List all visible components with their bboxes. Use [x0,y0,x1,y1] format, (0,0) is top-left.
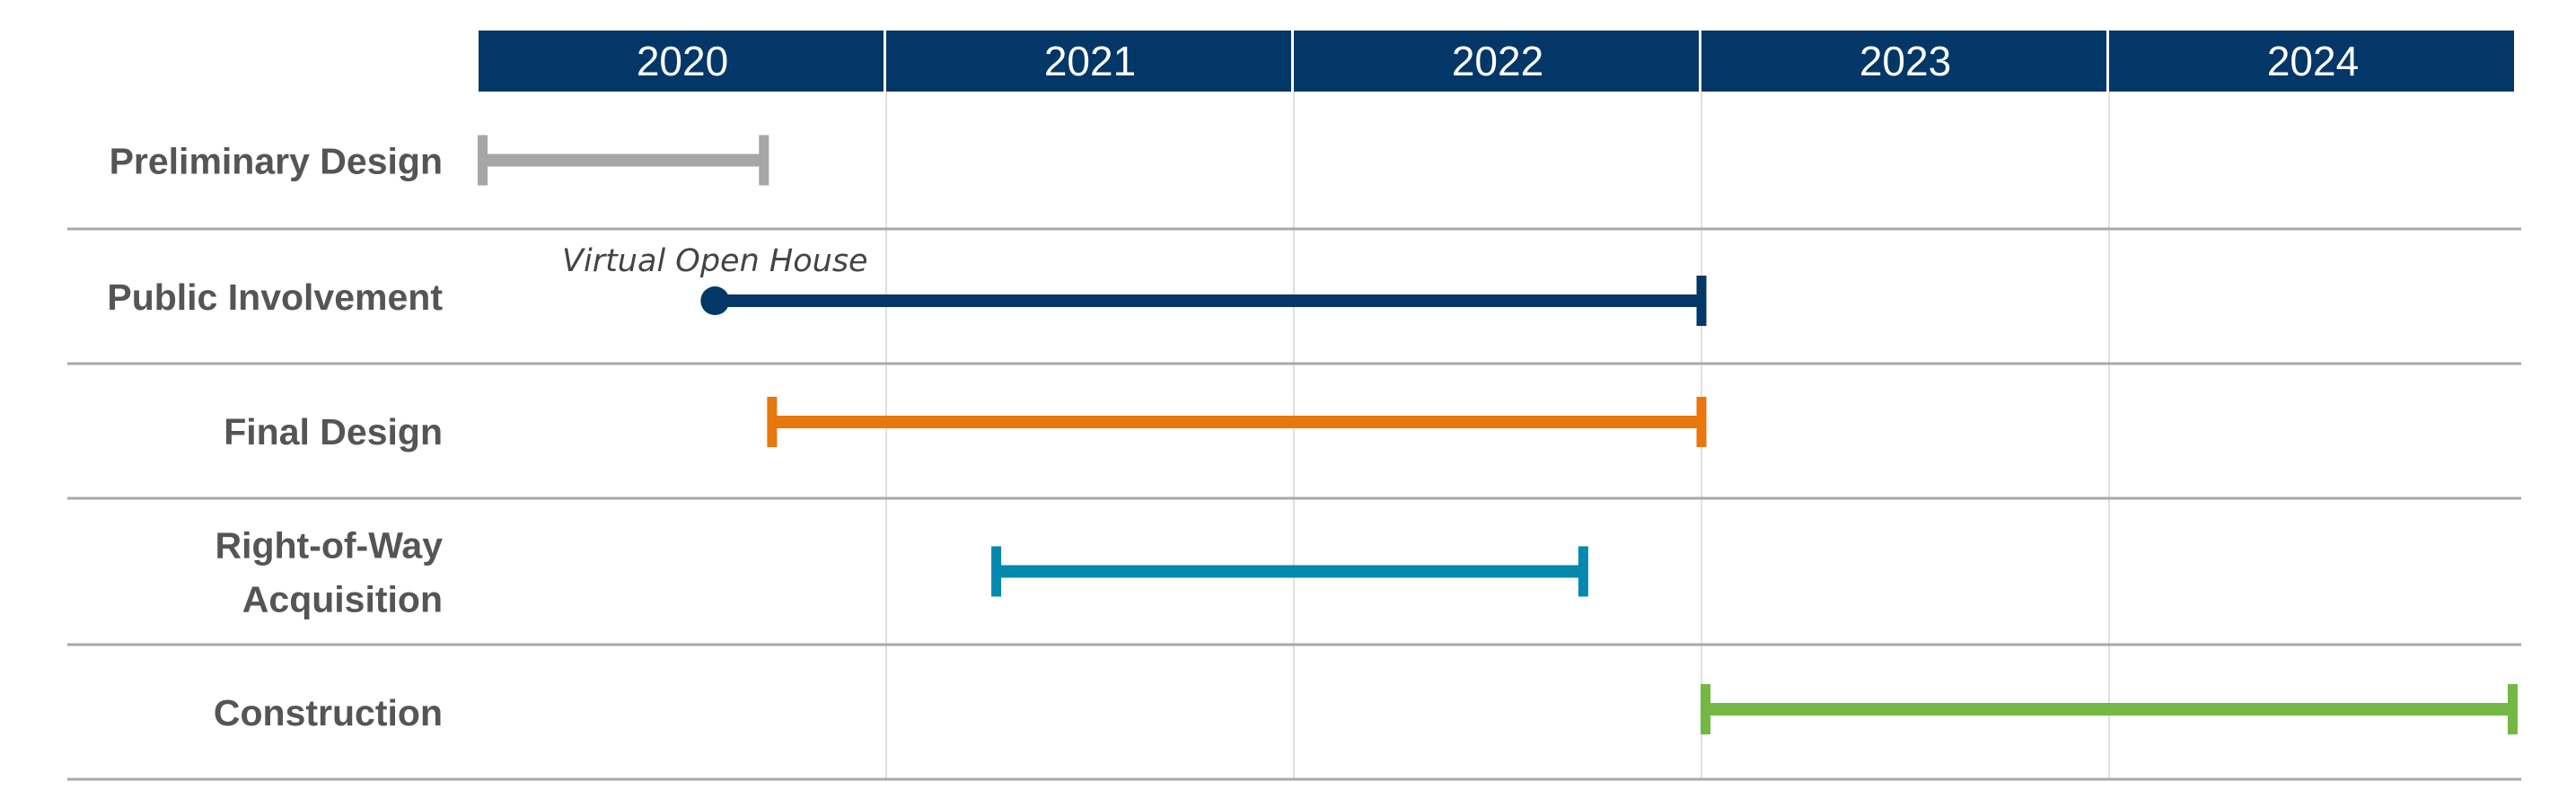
year-tick-label: 2021 [1044,38,1136,84]
task-label: Acquisition [242,579,443,620]
task-label: Right-of-Way [215,525,443,566]
task-rows: Preliminary Design Public Involvement Virt… [107,135,2518,734]
year-tick-label: 2020 [637,38,728,84]
year-header-cell-2021 [886,31,1291,92]
year-tick-label: 2023 [1859,38,1951,84]
year-tick-label: 2022 [1452,38,1543,84]
grid-lines [67,92,2521,781]
task-row: Construction [214,684,2518,734]
start-dot-marker [700,286,730,315]
year-tick-label: 2024 [2267,38,2359,84]
year-header-cell-2020 [479,31,884,92]
year-header: 2020 2021 2022 2023 2024 [479,31,2514,92]
task-label: Preliminary Design [110,141,443,182]
task-label: Public Involvement [107,277,443,318]
task-row: Preliminary Design [110,135,769,186]
annotation-label: Virtual Open House [562,243,868,279]
year-header-cell-2022 [1294,31,1699,92]
task-row: Public Involvement Virtual Open House [107,243,1707,326]
task-row: Final Design [224,397,1707,452]
task-label: Final Design [224,411,443,452]
task-row: Right-of-Way Acquisition [215,525,1588,620]
year-header-cell-2024 [2109,31,2514,92]
task-label: Construction [214,692,443,733]
year-header-cell-2023 [1701,31,2106,92]
